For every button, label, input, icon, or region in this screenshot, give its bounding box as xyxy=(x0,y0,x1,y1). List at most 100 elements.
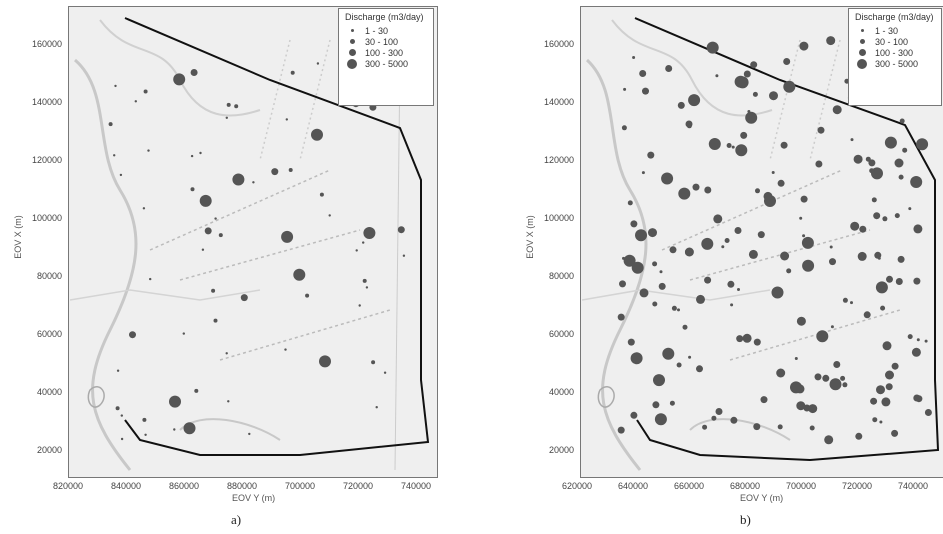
well-symbol-icon xyxy=(349,39,355,44)
well-marker xyxy=(863,311,871,319)
well-marker xyxy=(745,111,758,124)
well-marker xyxy=(800,195,808,203)
well-marker xyxy=(227,400,230,403)
well-marker xyxy=(924,339,928,343)
well-marker xyxy=(713,214,723,224)
well-marker xyxy=(630,411,638,419)
well-marker xyxy=(226,102,231,107)
well-marker xyxy=(715,408,723,415)
well-marker xyxy=(630,352,643,365)
well-marker xyxy=(397,226,405,234)
well-marker xyxy=(319,192,324,197)
well-marker xyxy=(654,413,667,426)
y-tick-label: 40000 xyxy=(548,387,574,397)
well-marker xyxy=(702,424,708,430)
y-tick-label: 120000 xyxy=(543,155,574,165)
wells-layer-b xyxy=(617,36,932,445)
legend-item: 1 - 30 xyxy=(855,25,935,36)
well-marker xyxy=(639,70,647,77)
well-marker xyxy=(358,304,361,307)
well-marker xyxy=(293,268,306,281)
well-marker xyxy=(877,256,881,260)
well-marker xyxy=(902,147,908,153)
x-tick-label: 700000 xyxy=(785,481,817,491)
well-marker xyxy=(119,173,123,177)
well-marker xyxy=(730,416,738,424)
well-marker xyxy=(234,104,239,109)
well-marker xyxy=(895,278,903,285)
well-marker xyxy=(213,318,218,323)
well-marker xyxy=(911,347,921,357)
well-marker xyxy=(201,248,205,251)
well-marker xyxy=(214,217,217,220)
well-marker xyxy=(662,347,675,360)
well-marker xyxy=(142,207,146,210)
well-marker xyxy=(706,41,719,54)
well-marker xyxy=(362,278,367,283)
well-marker xyxy=(910,176,923,188)
well-marker xyxy=(194,388,199,393)
legend-item: 300 - 5000 xyxy=(345,58,427,69)
legend-item-label: 100 - 300 xyxy=(365,47,404,58)
y-tick-label: 100000 xyxy=(543,213,574,223)
well-marker xyxy=(802,234,806,238)
well-marker xyxy=(701,237,714,250)
well-marker xyxy=(108,122,113,127)
well-marker xyxy=(826,36,836,46)
well-marker xyxy=(832,105,842,115)
well-marker xyxy=(678,187,691,200)
x-tick-label: 880000 xyxy=(226,481,258,491)
well-marker xyxy=(617,313,625,321)
well-marker xyxy=(886,275,893,283)
study-area-boundary-b xyxy=(634,17,940,462)
well-marker xyxy=(711,415,717,421)
well-marker xyxy=(868,159,876,167)
well-marker xyxy=(383,371,387,374)
well-marker xyxy=(824,435,834,445)
x-tick-label: 640000 xyxy=(617,481,649,491)
well-marker xyxy=(704,276,712,284)
legend-item: 30 - 100 xyxy=(345,36,427,47)
well-marker xyxy=(113,154,116,157)
well-marker xyxy=(737,288,740,291)
well-marker xyxy=(817,126,825,134)
well-marker xyxy=(796,401,806,411)
legend-item-label: 30 - 100 xyxy=(875,36,909,47)
study-area-boundary-a xyxy=(124,17,430,456)
panel-caption-b: b) xyxy=(740,512,751,527)
well-marker xyxy=(677,101,685,109)
well-marker xyxy=(204,227,212,235)
well-marker xyxy=(726,143,732,148)
x-tick-label: 840000 xyxy=(110,481,142,491)
well-marker xyxy=(916,138,929,151)
well-marker xyxy=(328,214,331,217)
well-marker xyxy=(771,171,775,174)
well-marker xyxy=(815,160,823,168)
well-marker xyxy=(853,154,863,164)
panel-caption-a: a) xyxy=(231,512,242,527)
well-marker xyxy=(240,294,248,302)
well-marker xyxy=(305,293,310,298)
legend-item: 1 - 30 xyxy=(345,25,427,36)
well-marker xyxy=(850,221,860,231)
legend-a: Discharge (m3/day) 1 - 30 30 - 100 100 -… xyxy=(338,8,434,106)
well-marker xyxy=(696,365,703,373)
well-marker xyxy=(731,145,735,149)
well-marker xyxy=(248,432,251,436)
well-marker xyxy=(316,62,320,65)
well-marker xyxy=(362,241,365,244)
well-marker xyxy=(116,369,120,372)
well-marker xyxy=(743,70,751,78)
well-marker xyxy=(907,334,913,340)
well-marker xyxy=(281,230,294,243)
well-marker xyxy=(801,236,814,249)
well-symbol-icon xyxy=(858,49,866,56)
well-marker xyxy=(891,429,899,437)
well-marker xyxy=(677,308,680,312)
well-marker xyxy=(829,378,842,391)
y-tick-label: 140000 xyxy=(31,97,62,107)
well-marker xyxy=(899,118,905,124)
well-marker xyxy=(653,374,665,387)
well-marker xyxy=(190,154,194,158)
well-marker xyxy=(850,301,853,305)
